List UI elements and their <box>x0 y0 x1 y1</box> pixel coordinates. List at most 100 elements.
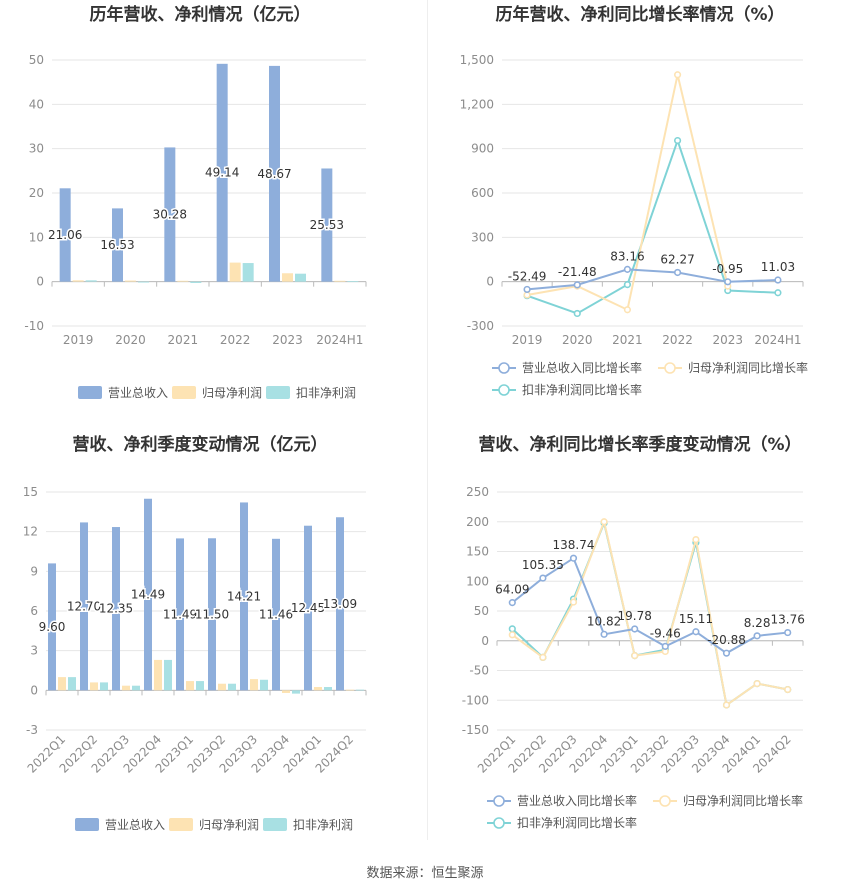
y-tick-label: 100 <box>466 574 489 588</box>
legend-swatch <box>266 386 290 399</box>
y-tick-label: 6 <box>30 604 38 618</box>
data-label: 11.50 <box>195 607 229 621</box>
bar <box>138 281 149 283</box>
point <box>631 625 639 633</box>
y-tick-label: 40 <box>29 97 44 111</box>
point <box>523 285 531 294</box>
data-label: 12.70 <box>67 599 101 613</box>
y-tick-label: 0 <box>481 634 489 648</box>
chart-title: 历年营收、净利情况（亿元） <box>90 4 311 25</box>
y-tick-label: 10 <box>29 230 44 244</box>
data-label: 48.67 <box>257 167 291 181</box>
data-label: 21.06 <box>48 228 82 242</box>
bar <box>321 168 333 282</box>
source-note: 数据来源：恒生聚源 <box>366 866 484 881</box>
bar <box>186 681 194 691</box>
legend-marker <box>493 795 505 807</box>
y-tick-label: 12 <box>23 525 38 539</box>
bar <box>58 677 66 691</box>
y-tick-label: 50 <box>474 604 489 618</box>
point <box>569 554 578 562</box>
y-tick-label: 30 <box>29 142 44 156</box>
x-tick-label: 2023 <box>272 333 303 347</box>
legend-swatch <box>169 818 193 831</box>
chart-title: 营收、净利同比增长率季度变动情况（%） <box>478 434 801 455</box>
y-tick-label: 50 <box>29 53 44 67</box>
bar <box>260 679 268 691</box>
y-tick-label: 1,500 <box>460 53 494 67</box>
y-tick-label: 1,200 <box>460 97 494 111</box>
x-tick-label: 2024H1 <box>316 333 363 347</box>
bar <box>164 659 172 691</box>
data-label: 13.76 <box>771 613 805 627</box>
legend-marker <box>493 817 505 829</box>
x-tick-label: 2019 <box>63 333 94 347</box>
point <box>623 281 632 289</box>
bar <box>250 679 258 691</box>
data-label: 13.09 <box>323 597 357 611</box>
legend-marker <box>659 795 671 807</box>
y-tick-label: -10 <box>24 319 44 333</box>
x-tick-label: 2021 <box>168 333 199 347</box>
bar <box>100 682 108 691</box>
point <box>753 679 761 688</box>
bar <box>356 689 364 691</box>
bar <box>218 683 226 691</box>
data-label: 19.78 <box>618 609 652 623</box>
legend-label: 营业总收入 <box>108 386 168 400</box>
x-tick-label: 2020 <box>115 333 146 347</box>
bar <box>292 690 300 694</box>
data-label: -20.88 <box>707 633 746 647</box>
data-label: 11.46 <box>259 608 293 622</box>
point <box>631 652 639 660</box>
bar <box>59 188 71 282</box>
legend-label: 扣非净利润 <box>296 386 356 400</box>
bar <box>282 690 290 693</box>
point <box>508 625 516 633</box>
point <box>539 653 547 662</box>
legend-label: 扣非净利润同比增长率 <box>522 382 642 397</box>
y-tick-label: 250 <box>466 485 489 499</box>
data-label: -0.95 <box>712 262 743 276</box>
y-tick-label: 150 <box>466 545 489 559</box>
chart-quarterly_growth: 营收、净利同比增长率季度变动情况（%） -150 -100 -50 0 50 100 150 2… <box>462 434 805 830</box>
point <box>573 281 581 289</box>
legend-label: 扣非净利润同比增长率 <box>517 815 637 830</box>
legend-label: 归母净利润同比增长率 <box>688 360 808 375</box>
bar <box>112 527 120 691</box>
x-tick-label: 2021 <box>612 333 643 347</box>
legend-label: 营业总收入同比增长率 <box>517 793 637 808</box>
bar <box>272 538 280 691</box>
point <box>569 598 578 606</box>
bar <box>208 538 216 691</box>
y-tick-label: 9 <box>30 564 38 578</box>
y-tick-label: 3 <box>30 644 38 658</box>
data-label: 105.35 <box>522 558 564 572</box>
series-line <box>526 268 778 291</box>
y-tick-label: 600 <box>471 186 494 200</box>
data-label: 12.35 <box>99 602 133 616</box>
bar <box>80 522 88 691</box>
legend-swatch <box>78 386 102 399</box>
bar <box>48 563 56 691</box>
y-tick-label: 0 <box>36 275 44 289</box>
legend-label: 归母净利润 <box>202 386 262 400</box>
legend-label: 营业总收入同比增长率 <box>522 360 642 375</box>
data-label: 16.53 <box>100 238 134 252</box>
chart-title: 历年营收、净利同比增长率情况（%） <box>495 4 784 25</box>
bar <box>228 683 236 691</box>
bar <box>240 502 248 691</box>
point <box>784 685 792 694</box>
chart-title: 营收、净利季度变动情况（亿元） <box>73 434 328 455</box>
bar <box>125 280 136 282</box>
series-line <box>526 137 778 315</box>
legend-label: 归母净利润 <box>199 818 259 832</box>
y-tick-label: -300 <box>467 319 494 333</box>
bar <box>346 689 354 691</box>
point <box>673 136 682 145</box>
point <box>774 276 782 284</box>
legend-label: 营业总收入 <box>105 818 165 832</box>
data-label: 14.21 <box>227 589 261 603</box>
bar <box>282 273 293 282</box>
data-label: 11.49 <box>163 607 197 621</box>
